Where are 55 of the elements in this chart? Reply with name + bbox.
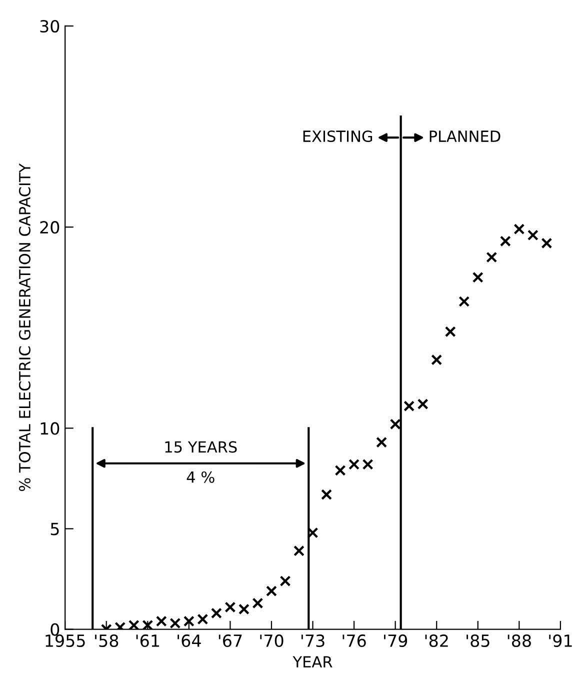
x-tick-label: '64 — [178, 634, 201, 648]
point — [238, 604, 250, 615]
point — [197, 614, 208, 625]
x-tick-label: '73 — [301, 634, 324, 648]
point — [431, 354, 442, 366]
y-tick-label: 5 — [50, 522, 59, 536]
point — [280, 576, 291, 587]
point — [252, 598, 264, 609]
y-tick-label: 10 — [40, 422, 60, 435]
point — [458, 296, 470, 307]
point — [321, 489, 332, 500]
point — [266, 586, 277, 597]
x-tick-label: '76 — [342, 634, 366, 648]
point — [472, 272, 484, 283]
point — [362, 458, 374, 470]
point — [307, 527, 318, 538]
point — [404, 400, 415, 412]
x-tick-label: '58 — [95, 634, 118, 648]
y-tick-label: 20 — [40, 221, 60, 234]
x-tick-label: '88 — [508, 634, 531, 648]
point — [390, 418, 401, 430]
point — [156, 616, 167, 627]
x-tick-label: '82 — [425, 634, 448, 648]
point — [142, 620, 154, 630]
point — [334, 464, 346, 476]
point — [500, 236, 511, 247]
point — [541, 238, 552, 249]
point — [486, 252, 498, 263]
y-tick-label: 30 — [40, 20, 60, 33]
annotation: 4 % — [186, 471, 214, 483]
point — [417, 398, 428, 410]
annotation: EXISTING — [303, 130, 372, 142]
annotation: 15 YEARS — [165, 441, 237, 453]
point — [444, 326, 456, 338]
point — [170, 618, 181, 629]
y-tick-label: 0 — [50, 623, 60, 636]
point — [183, 616, 194, 627]
point — [348, 458, 360, 470]
point — [514, 224, 525, 235]
x-tick-label: '70 — [260, 634, 284, 648]
x-tick-label: '67 — [218, 634, 242, 648]
annotation: PLANNED — [430, 130, 500, 142]
x-tick-label: 1955 — [46, 634, 85, 648]
x-tick-label: '91 — [549, 634, 572, 648]
point — [376, 436, 388, 448]
y-axis-title: % TOTAL ELECTRIC GENERATION CAPACITY — [18, 163, 31, 492]
x-tick-label: '79 — [384, 634, 408, 648]
x-tick-label: '85 — [466, 634, 490, 648]
point — [128, 620, 140, 630]
x-tick-label: '61 — [136, 634, 160, 648]
point — [294, 545, 305, 556]
x-axis-title: YEAR — [292, 656, 332, 668]
point — [210, 608, 222, 619]
point — [527, 230, 538, 241]
point — [224, 602, 236, 613]
